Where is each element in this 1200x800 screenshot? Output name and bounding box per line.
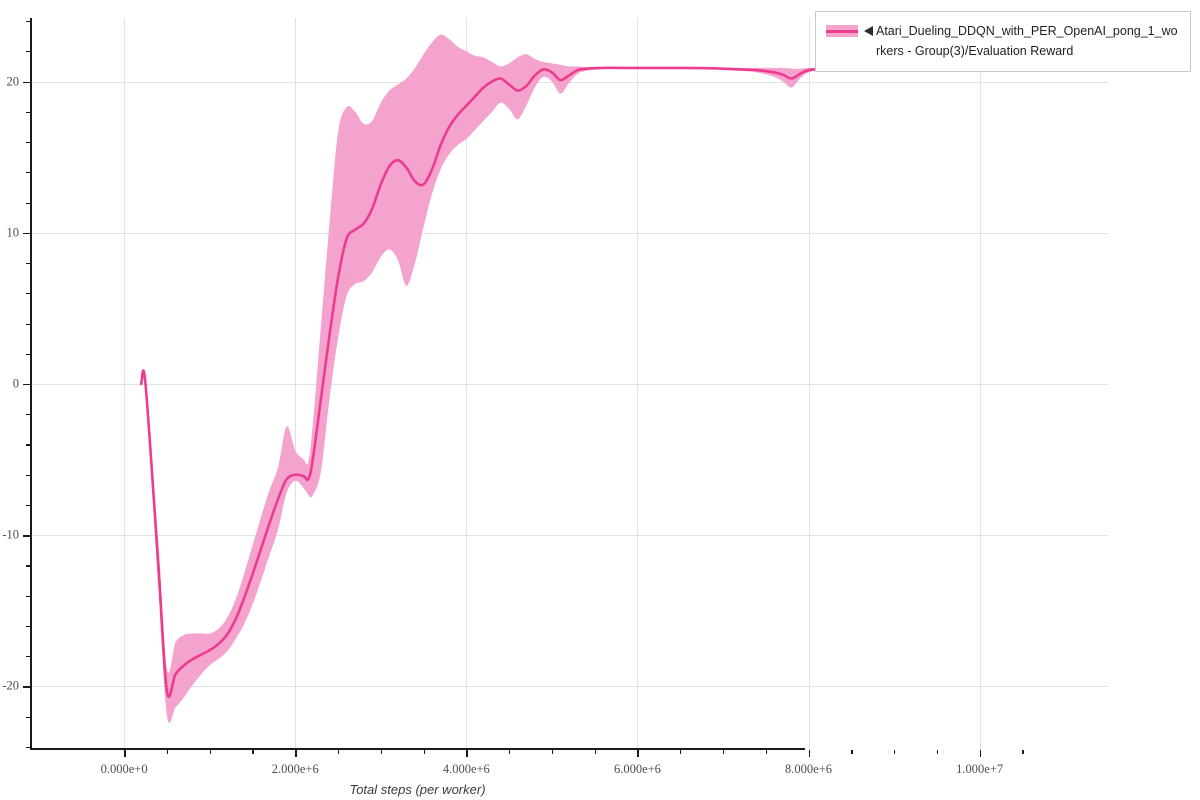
y-tick-minor bbox=[26, 656, 30, 658]
legend-entry-label: Atari_Dueling_DDQN_with_PER_OpenAI_pong_… bbox=[876, 24, 1178, 58]
x-tick-minor bbox=[551, 750, 554, 754]
y-tick-major bbox=[23, 232, 30, 235]
x-tick-minor bbox=[723, 750, 725, 754]
y-tick-label: -10 bbox=[2, 527, 19, 542]
gridline-vertical bbox=[637, 18, 639, 750]
x-tick-label: 6.000e+6 bbox=[613, 762, 661, 776]
x-tick-minor bbox=[1022, 750, 1024, 754]
x-axis-spine bbox=[30, 748, 805, 750]
gridline-vertical bbox=[124, 18, 126, 750]
y-tick-minor bbox=[26, 474, 30, 476]
y-tick-minor bbox=[26, 263, 30, 265]
gridline-horizontal bbox=[30, 686, 1108, 688]
y-tick-minor bbox=[26, 172, 30, 174]
x-tick-minor bbox=[338, 750, 340, 754]
y-tick-minor bbox=[26, 746, 30, 749]
y-tick-label: 20 bbox=[6, 74, 20, 89]
x-tick-minor bbox=[509, 750, 511, 754]
x-tick-minor bbox=[594, 750, 596, 754]
x-tick-major bbox=[466, 750, 468, 757]
mean-line bbox=[139, 66, 999, 698]
x-tick-minor bbox=[851, 750, 853, 754]
y-tick-minor bbox=[26, 51, 30, 53]
x-axis-title: Total steps (per worker) bbox=[349, 782, 486, 797]
y-tick-label: 10 bbox=[6, 225, 20, 240]
y-tick-minor bbox=[26, 504, 30, 507]
y-tick-minor bbox=[26, 414, 30, 416]
gridline-vertical bbox=[808, 18, 810, 750]
x-tick-label: 2.000e+6 bbox=[271, 762, 319, 776]
x-tick-major bbox=[295, 750, 297, 757]
y-tick-minor bbox=[26, 716, 30, 718]
gridline-vertical bbox=[466, 18, 468, 750]
y-tick-minor bbox=[26, 565, 30, 567]
series-plot bbox=[139, 34, 999, 723]
x-tick-minor bbox=[380, 750, 382, 754]
x-tick-minor bbox=[209, 750, 211, 754]
y-tick-major bbox=[23, 686, 30, 688]
x-tick-minor bbox=[166, 750, 169, 754]
legend-line-swatch bbox=[826, 30, 858, 33]
left-triangle-icon bbox=[862, 23, 876, 39]
x-tick-major bbox=[979, 750, 982, 757]
y-tick-minor bbox=[26, 21, 30, 23]
x-tick-minor bbox=[423, 750, 425, 754]
x-tick-minor bbox=[252, 750, 254, 754]
plot-inner: 20 10 0 -10 -20 0.000e+0 2.000e+6 4.000e+6 6.000… bbox=[2, 18, 1108, 776]
y-tick-label: 0 bbox=[12, 376, 19, 391]
x-tick-minor bbox=[765, 750, 767, 754]
legend[interactable]: Atari_Dueling_DDQN_with_PER_OpenAI_pong_… bbox=[815, 11, 1191, 72]
y-tick-minor bbox=[26, 595, 30, 597]
y-tick-minor bbox=[26, 293, 30, 295]
gridline-horizontal bbox=[30, 384, 1108, 385]
x-tick-label: 1.000e+7 bbox=[956, 762, 1004, 776]
y-tick-major bbox=[23, 535, 30, 537]
gridline-horizontal bbox=[30, 232, 1108, 234]
x-tick-minor bbox=[936, 750, 939, 754]
y-tick-minor bbox=[26, 142, 30, 144]
y-tick-minor bbox=[26, 353, 30, 355]
x-tick-label: 4.000e+6 bbox=[442, 762, 490, 776]
gridline-vertical bbox=[295, 18, 297, 750]
x-tick-minor bbox=[680, 750, 682, 754]
legend-color-swatch bbox=[826, 23, 858, 39]
y-tick-minor bbox=[26, 444, 30, 446]
x-tick-label: 0.000e+0 bbox=[100, 762, 148, 776]
gridline-horizontal bbox=[30, 535, 1108, 537]
y-tick-label: -20 bbox=[2, 678, 19, 693]
confidence-band bbox=[141, 34, 997, 723]
y-axis-spine bbox=[30, 18, 32, 750]
gridline-vertical bbox=[979, 18, 981, 750]
x-tick-major bbox=[808, 750, 810, 757]
y-tick-minor bbox=[26, 625, 30, 628]
plot-area: 20 10 0 -10 -20 0.000e+0 2.000e+6 4.000e+6 6.000… bbox=[2, 18, 1108, 776]
x-tick-label: 8.000e+6 bbox=[785, 762, 833, 776]
x-tick-minor bbox=[894, 750, 896, 754]
x-tick-major bbox=[124, 750, 126, 757]
y-tick-minor bbox=[26, 323, 30, 325]
y-tick-major bbox=[23, 384, 30, 386]
y-tick-minor bbox=[26, 111, 30, 113]
x-tick-major bbox=[637, 750, 639, 757]
y-tick-minor bbox=[26, 202, 30, 204]
y-tick-major bbox=[23, 81, 30, 83]
